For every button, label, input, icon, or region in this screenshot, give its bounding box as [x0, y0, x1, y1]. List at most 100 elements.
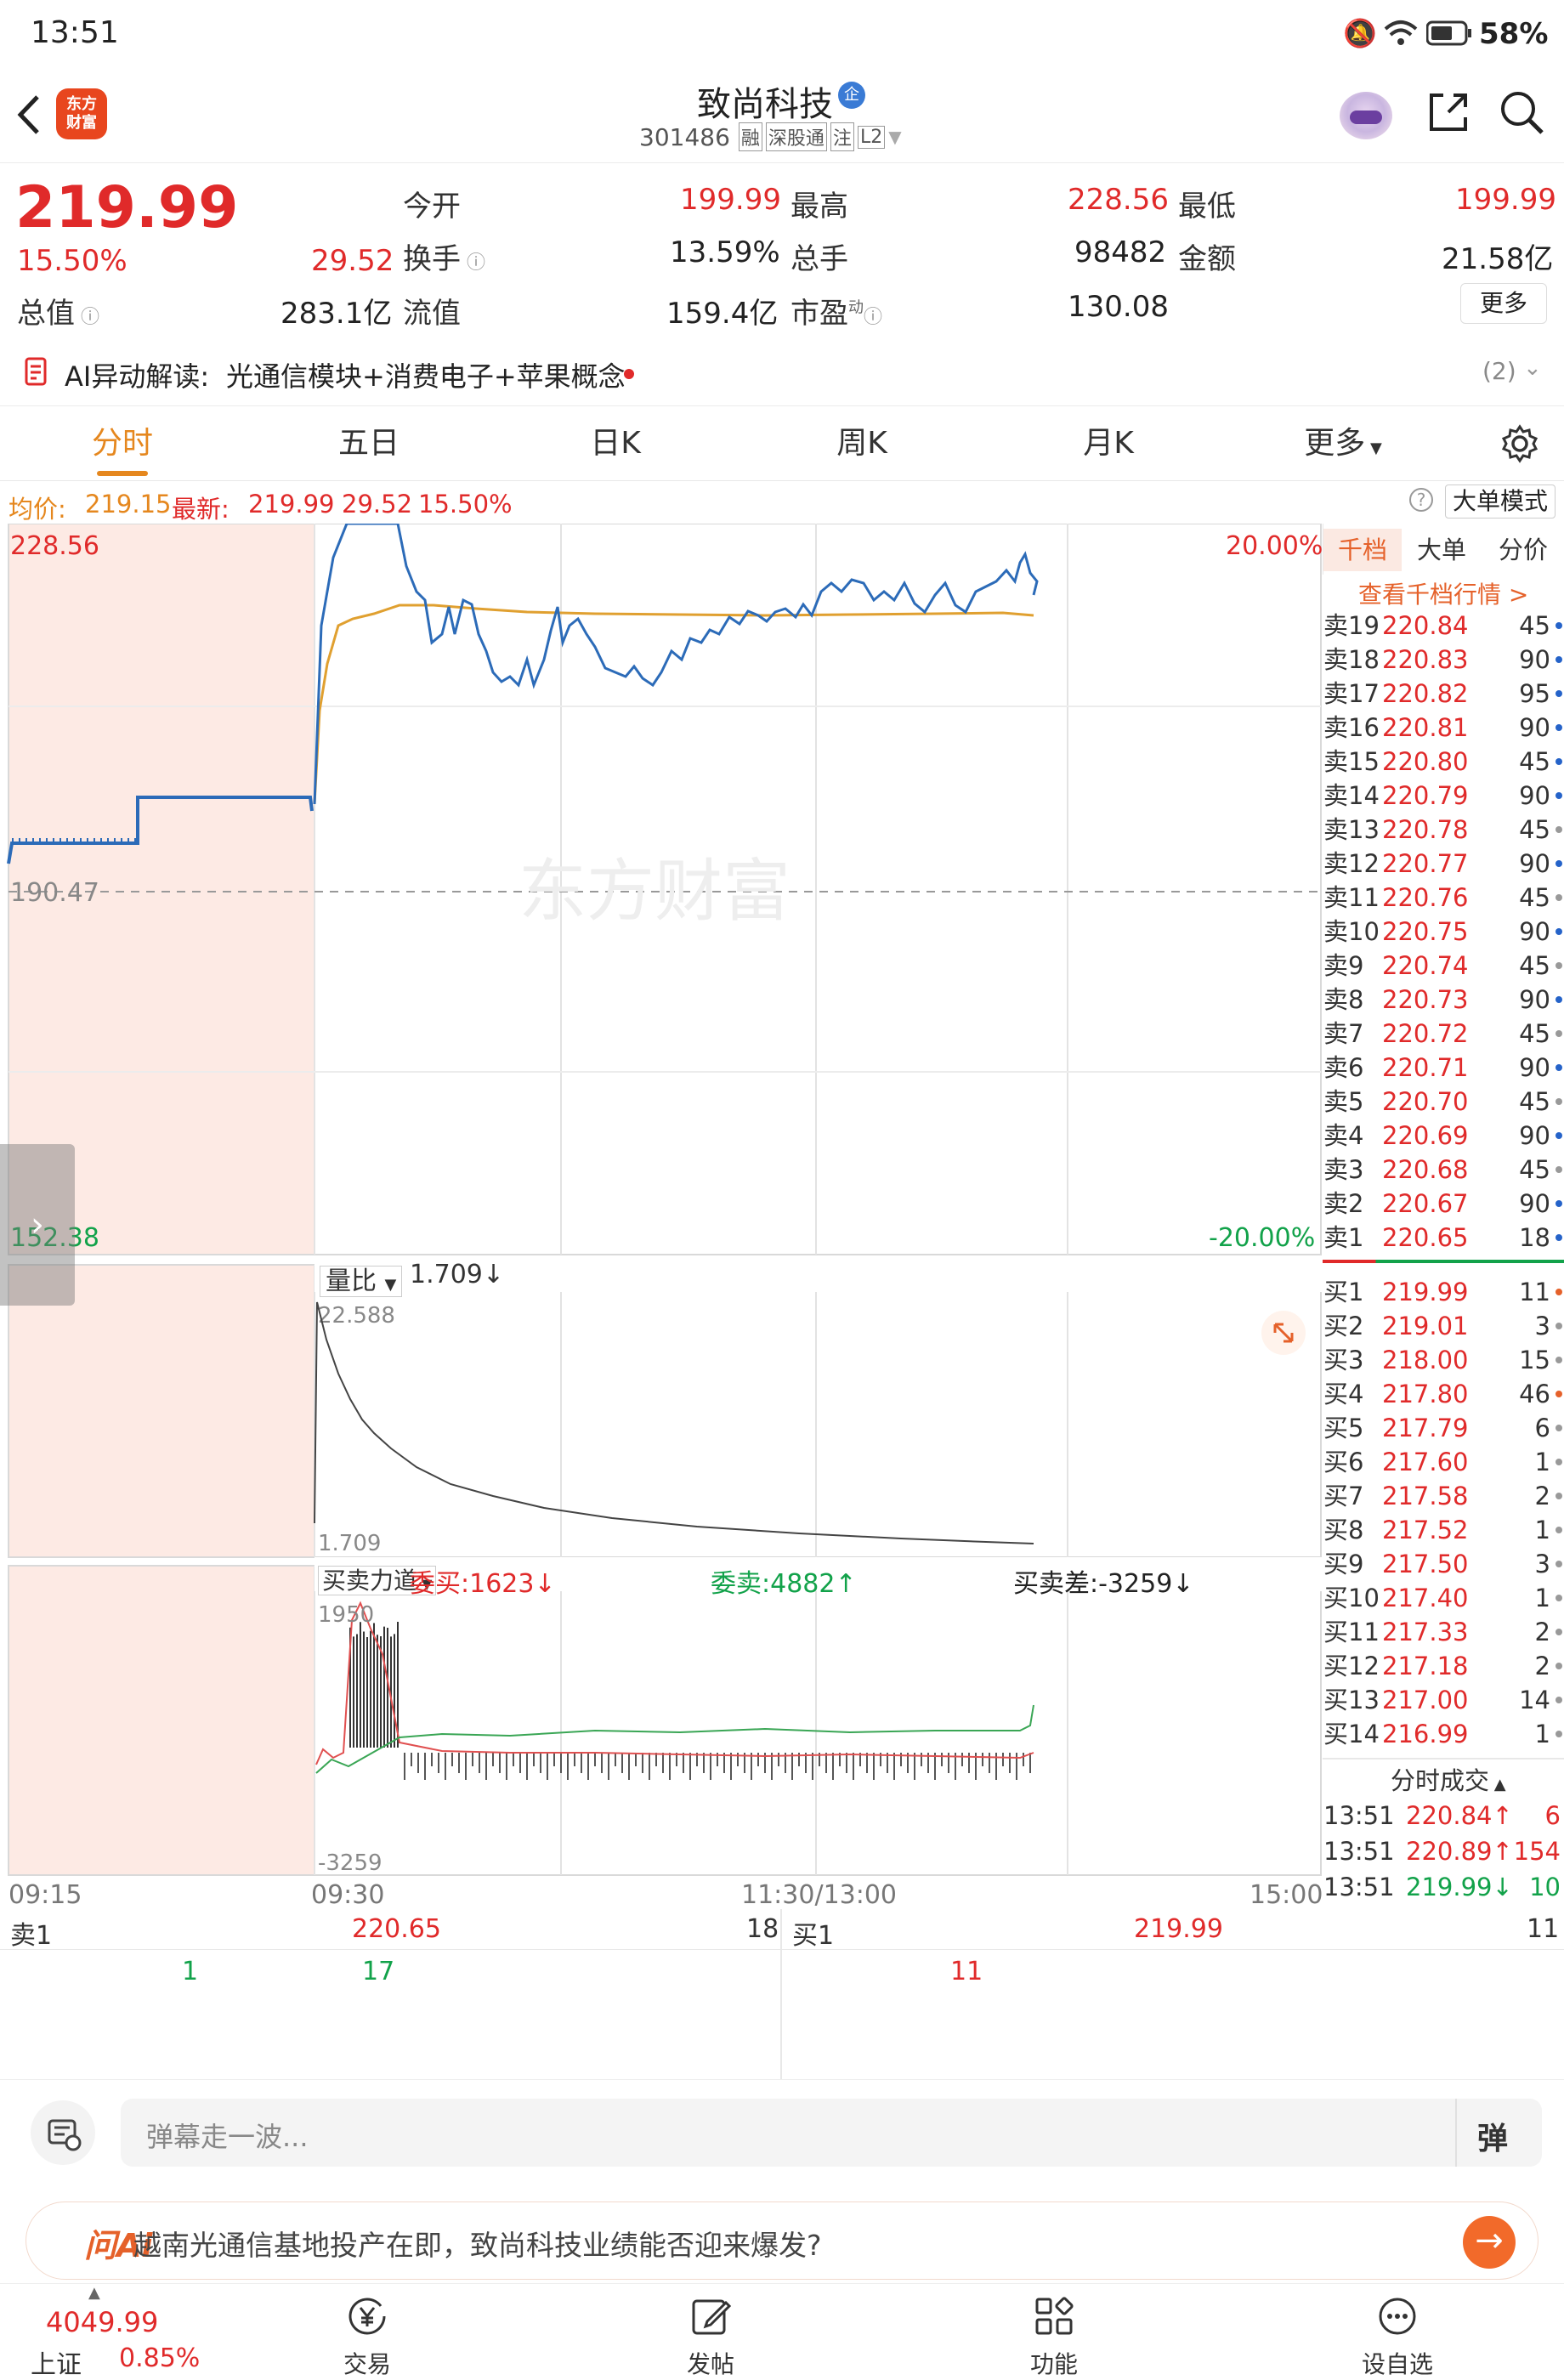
tab-more[interactable]: 更多 ▼	[1304, 426, 1382, 461]
bid-row[interactable]: 买11 217.33 2	[1323, 1615, 1564, 1649]
comment-list-icon[interactable]	[31, 2100, 95, 2165]
bid-row[interactable]: 买6 217.60 1	[1323, 1445, 1564, 1479]
chevron-down-icon[interactable]: ⌄	[1523, 355, 1542, 381]
settings-gear-icon[interactable]	[1499, 423, 1540, 464]
search-icon[interactable]	[1498, 88, 1547, 138]
ask-row[interactable]: 卖3 220.68 45	[1323, 1153, 1564, 1187]
tab-big-order[interactable]: 大单	[1417, 536, 1467, 564]
trades-title[interactable]: 分时成交 ▲	[1391, 1766, 1506, 1795]
danmu-input[interactable]: 弹幕走一波... 弹	[121, 2099, 1542, 2167]
robot-avatar-icon[interactable]	[1340, 92, 1392, 139]
ask-row[interactable]: 卖7 220.72 45	[1323, 1017, 1564, 1051]
big-order-mode-button[interactable]: 大单模式	[1445, 484, 1556, 518]
ask-row[interactable]: 卖4 220.69 90	[1323, 1119, 1564, 1153]
bid-row[interactable]: 买10 217.40 1	[1323, 1581, 1564, 1615]
ask-row[interactable]: 卖15 220.80 45	[1323, 745, 1564, 779]
low-label: 最低	[1178, 190, 1236, 224]
bid-dot	[1556, 1663, 1562, 1669]
bid-row[interactable]: 买4 217.80 46	[1323, 1377, 1564, 1411]
vol-ratio-label[interactable]: 量比 ▼	[320, 1260, 403, 1297]
vol-ratio-bottom: 1.709	[318, 1531, 381, 1556]
intraday-chart-svg[interactable]: 东方财富 228.56 190.47 152.38 20.00% -20.00%…	[0, 524, 1323, 1909]
ask-row[interactable]: 卖11 220.76 45	[1323, 881, 1564, 915]
ask-level: 卖5	[1323, 1087, 1364, 1116]
bid-order-total: 委买:1623↓	[410, 1569, 556, 1599]
more-button[interactable]: 更多	[1460, 283, 1547, 324]
ask-row[interactable]: 卖12 220.77 90	[1323, 847, 1564, 881]
avg-value: 219.15	[85, 490, 172, 518]
nav-trade[interactable]: 交易	[299, 2292, 435, 2380]
high-value: 228.56	[1068, 183, 1169, 217]
trades-divider	[1323, 1758, 1564, 1760]
change-percent: 15.50%	[17, 244, 128, 278]
nav-post[interactable]: 发帖	[643, 2292, 779, 2380]
depth-link[interactable]: 查看千档行情 >	[1358, 581, 1529, 609]
ask-ai-bar[interactable]: 问Ai 越南光通信基地投产在即，致尚科技业绩能否迎来爆发? →	[26, 2202, 1538, 2280]
tab-depth[interactable]: 千档	[1323, 529, 1402, 571]
ask-row[interactable]: 卖8 220.73 90	[1323, 983, 1564, 1017]
bid-row[interactable]: 买12 217.18 2	[1323, 1649, 1564, 1683]
ask-level: 卖16	[1323, 713, 1380, 742]
dropdown-icon[interactable]: ▼	[888, 127, 902, 147]
tab-intraday[interactable]: 分时	[37, 406, 207, 481]
share-icon[interactable]	[1425, 88, 1472, 136]
bid-row[interactable]: 买8 217.52 1	[1323, 1513, 1564, 1547]
bid-row[interactable]: 买3 218.00 15	[1323, 1343, 1564, 1377]
ask-row[interactable]: 卖16 220.81 90	[1323, 711, 1564, 745]
tab-five-day[interactable]: 五日	[337, 426, 400, 461]
ask-row[interactable]: 卖13 220.78 45	[1323, 813, 1564, 847]
app-logo[interactable]: 东方 财富	[56, 88, 107, 139]
tab-daily-k[interactable]: 日K	[590, 426, 641, 461]
tab-monthly-k[interactable]: 月K	[1083, 426, 1134, 461]
ask-bid-divider	[1323, 1260, 1564, 1263]
side-panel-handle[interactable]: ›	[0, 1144, 75, 1306]
grid-icon	[1035, 2297, 1074, 2335]
ask-row[interactable]: 卖2 220.67 90	[1323, 1187, 1564, 1221]
bid-volume: 15	[1519, 1346, 1550, 1374]
bid-row[interactable]: 买14 216.99 1	[1323, 1717, 1564, 1751]
ask-row[interactable]: 卖1 220.65 18	[1323, 1221, 1564, 1255]
mktcap-value: 283.1亿	[280, 297, 393, 331]
ask-row[interactable]: 卖19 220.84 45	[1323, 609, 1564, 643]
ask-price: 220.72	[1382, 1019, 1469, 1048]
ask-ai-logo: 问Ai	[84, 2227, 153, 2264]
nav-functions-label: 功能	[1029, 2350, 1078, 2378]
nav-add-watchlist[interactable]: 设自选	[1329, 2292, 1465, 2380]
pre-market-price-line	[7, 796, 314, 864]
ask-row[interactable]: 卖14 220.79 90	[1323, 779, 1564, 813]
status-time: 13:51	[31, 15, 119, 50]
price-axis-base: 190.47	[10, 878, 99, 908]
danmu-toggle-icon[interactable]: 弹	[1477, 2122, 1509, 2156]
ask-queue-2: 17	[362, 1957, 395, 1986]
ask-row[interactable]: 卖17 220.82 95	[1323, 677, 1564, 711]
ask-volume: 45	[1519, 1155, 1550, 1184]
ask-row[interactable]: 卖5 220.70 45	[1323, 1085, 1564, 1119]
help-icon[interactable]: ?	[1409, 488, 1433, 512]
document-icon	[25, 357, 47, 386]
index-value[interactable]: 4049.99	[46, 2306, 159, 2338]
force-selector[interactable]: 买卖力道 ▼	[318, 1562, 437, 1596]
ask-volume: 45	[1519, 611, 1550, 640]
tab-price-dist[interactable]: 分价	[1499, 536, 1549, 564]
ask-level: 卖3	[1323, 1155, 1364, 1184]
arrow-right-icon[interactable]: →	[1463, 2216, 1516, 2269]
bid-price: 217.00	[1382, 1686, 1469, 1714]
ask-row[interactable]: 卖10 220.75 90	[1323, 915, 1564, 949]
ask-row[interactable]: 卖9 220.74 45	[1323, 949, 1564, 983]
bid-row[interactable]: 买9 217.50 3	[1323, 1547, 1564, 1581]
bid-row[interactable]: 买1 219.99 11	[1323, 1275, 1564, 1309]
nav-functions[interactable]: 功能	[986, 2292, 1122, 2380]
ask-row[interactable]: 卖18 220.83 90	[1323, 643, 1564, 677]
bid-row[interactable]: 买13 217.00 14	[1323, 1683, 1564, 1717]
back-icon[interactable]	[15, 94, 41, 136]
bid-row[interactable]: 买2 219.01 3	[1323, 1309, 1564, 1343]
ai-insight-bar[interactable]: AI异动解读: 光通信模块+消费电子+苹果概念 (2) ⌄	[0, 340, 1564, 406]
bid-row[interactable]: 买5 217.79 6	[1323, 1411, 1564, 1445]
ask-row[interactable]: 卖6 220.71 90	[1323, 1051, 1564, 1085]
latest-change: 29.52	[342, 490, 413, 518]
tab-weekly-k[interactable]: 周K	[836, 426, 887, 461]
bid-level: 买8	[1323, 1516, 1364, 1544]
wifi-icon	[1384, 20, 1418, 45]
bid-row[interactable]: 买7 217.58 2	[1323, 1479, 1564, 1513]
ask-order-total: 委卖:4882↑	[711, 1569, 857, 1599]
